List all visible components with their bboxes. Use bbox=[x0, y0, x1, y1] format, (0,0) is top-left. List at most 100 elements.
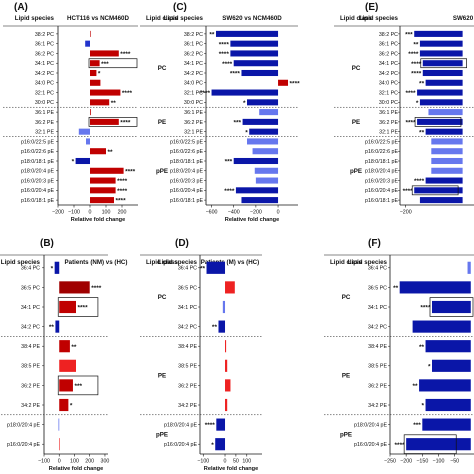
panel-4-category-label-8: p18:0/20:4 pE bbox=[164, 423, 197, 429]
panel-2-bar-4 bbox=[422, 69, 463, 77]
panel-0-bar-9 bbox=[90, 118, 119, 125]
panel-4-xtick-label-1: 0 bbox=[224, 459, 227, 465]
panel-2-category-label-13: p18:0/18:1 pE bbox=[365, 159, 398, 165]
panel-1-bar-6 bbox=[211, 89, 279, 96]
panel-4-category-label-5: 38:5 PE bbox=[178, 364, 197, 370]
panel-0-category-label-6: 32:1 PC bbox=[35, 90, 54, 96]
panel-3-xtick-label-1: 0 bbox=[58, 459, 61, 465]
panel-2-bar-6 bbox=[417, 89, 463, 96]
panel-4-category-label-9: p16:0/20:4 pE bbox=[164, 442, 197, 448]
panel-1-bar-13 bbox=[233, 157, 279, 165]
panel-2-sig-6: **** bbox=[405, 90, 416, 97]
panel-3-category-label-5: 38:5 PE bbox=[21, 364, 40, 370]
panel-1-group-label-2: pPE bbox=[156, 168, 168, 175]
panel-5-highlight-box-0 bbox=[429, 297, 474, 317]
panel-1-category-label-1: 36:1 PC bbox=[184, 42, 203, 48]
panel-1-sig-16: **** bbox=[224, 188, 235, 195]
panel-0-bar-6 bbox=[90, 89, 121, 96]
panel-1-group-label-1: PE bbox=[158, 119, 166, 126]
panel-4-header-class: Lipid class bbox=[146, 259, 179, 266]
panel-2-sig-0: *** bbox=[405, 31, 413, 38]
panel-1-bar-17 bbox=[241, 197, 279, 204]
panel-2-sig-4: **** bbox=[411, 71, 422, 78]
panel-0-category-label-14: p18:0/20:4 pE bbox=[21, 169, 54, 175]
panel-5-bar-2 bbox=[432, 300, 471, 314]
panel-3-highlight-box-1 bbox=[57, 375, 99, 396]
panel-4-bar-2 bbox=[222, 300, 226, 314]
panel-1-category-label-6: 32:1 PC bbox=[184, 90, 203, 96]
panel-5-group-label-0: PC bbox=[342, 294, 351, 301]
panel-1-category-label-13: p18:0/18:1 pE bbox=[170, 159, 203, 165]
panel-0-bar-12 bbox=[90, 148, 106, 155]
panel-2-category-label-14: p18:0/20:4 pE bbox=[365, 169, 398, 175]
panel-2-category-label-12: p16:0/22:6 pE bbox=[365, 149, 398, 155]
panel-0-category-label-15: p16:0/20:3 pE bbox=[21, 178, 54, 184]
panel-3-category-label-3: 34:2 PC bbox=[21, 325, 40, 331]
panel-0-label: (A) bbox=[14, 2, 28, 13]
panel-4-sig-9: * bbox=[211, 442, 214, 449]
panel-5-sig-6: ** bbox=[413, 383, 419, 390]
panel-1-category-label-15: p16:0/20:3 pE bbox=[170, 178, 203, 184]
panel-3-category-label-8: p18:0/20:4 pE bbox=[7, 423, 40, 429]
panel-3-sig-6: *** bbox=[74, 383, 82, 390]
panel-2-xtick-label-0: −200 bbox=[400, 210, 412, 216]
panel-3-bar-5 bbox=[59, 359, 76, 372]
panel-2-category-label-10: 32:1 PE bbox=[379, 130, 398, 136]
panel-2-sig-2: **** bbox=[408, 51, 419, 58]
panel-2-bar-0 bbox=[414, 30, 463, 37]
panel-2-bar-5 bbox=[425, 79, 463, 86]
panel-3-category-label-0: 36:4 PC bbox=[21, 266, 40, 272]
panel-5-bar-8 bbox=[422, 418, 471, 431]
panel-1-sig-1: **** bbox=[219, 41, 230, 48]
panel-4-xtick-label-3: 100 bbox=[242, 459, 251, 465]
panel-3-category-label-1: 36:5 PC bbox=[21, 285, 40, 291]
panel-5-sig-8: *** bbox=[413, 422, 421, 429]
panel-1-category-label-17: p16:0/18:1 pE bbox=[170, 198, 203, 204]
panel-1-sig-10: * bbox=[245, 129, 248, 136]
panel-2-bar-16 bbox=[414, 187, 463, 194]
panel-4-category-label-0: 36:4 PC bbox=[178, 266, 197, 272]
panel-4-bar-7 bbox=[225, 398, 228, 412]
panel-0-category-label-9: 36:2 PE bbox=[35, 120, 54, 126]
panel-2-category-label-16: p16:0/20:4 pE bbox=[365, 188, 398, 194]
panel-0-highlight-box-0 bbox=[88, 58, 138, 69]
panel-2-bar-1 bbox=[419, 40, 463, 47]
panel-0-category-label-0: 38:2 PC bbox=[35, 32, 54, 38]
panel-3-bar-7 bbox=[59, 398, 69, 412]
panel-0-xtick-label-1: −100 bbox=[68, 210, 80, 216]
panel-0-category-label-17: p16:0/18:1 pE bbox=[21, 198, 54, 204]
panel-2-group-label-2: pPE bbox=[350, 168, 362, 175]
panel-5-category-label-1: 36:5 PC bbox=[368, 285, 387, 291]
panel-5-xtick-label-3: −100 bbox=[432, 459, 444, 465]
panel-0-xtick-label-0: −200 bbox=[52, 210, 64, 216]
panel-1-sig-13: *** bbox=[225, 159, 233, 166]
panel-5-sig-4: ** bbox=[419, 344, 425, 351]
panel-1-category-label-2: 36:2 PC bbox=[184, 51, 203, 57]
panel-0-sig-2: **** bbox=[120, 51, 131, 58]
panel-0-sig-9: **** bbox=[120, 119, 131, 126]
panel-1-xtick-label-0: −600 bbox=[206, 210, 218, 216]
panel-1-sig-3: **** bbox=[222, 61, 233, 68]
panel-1-label: (C) bbox=[173, 2, 187, 13]
panel-1-bar-4 bbox=[241, 69, 279, 77]
panel-4-bar-3 bbox=[218, 320, 226, 333]
panel-3-xtick-label-4: 300 bbox=[101, 459, 110, 465]
panel-2-category-label-3: 34:1 PC bbox=[379, 61, 398, 67]
panel-4-group-label-2: pPE bbox=[156, 431, 168, 438]
panel-2-bar-14 bbox=[431, 167, 463, 174]
panel-0-sig-7: ** bbox=[111, 100, 117, 107]
panel-4-category-label-7: 34:2 PE bbox=[178, 403, 197, 409]
panel-1-xtick-label-1: −400 bbox=[228, 210, 240, 216]
panel-3-label: (B) bbox=[40, 238, 54, 249]
panel-5-sig-9: **** bbox=[395, 442, 406, 449]
panel-0-bar-2 bbox=[90, 50, 119, 57]
panel-1-xlabel: Relative fold change bbox=[225, 217, 279, 223]
panel-5-header-species: Lipid species bbox=[348, 259, 388, 266]
panel-3-xlabel: Relative fold change bbox=[49, 466, 103, 472]
panel-2-category-label-11: p16:0/22:5 pE bbox=[365, 139, 398, 145]
panel-3-xtick-label-0: −100 bbox=[38, 459, 50, 465]
panel-1-category-label-8: 36:1 PE bbox=[184, 110, 203, 116]
panel-0-bar-5 bbox=[90, 79, 101, 86]
panel-1-bar-16 bbox=[235, 187, 279, 194]
